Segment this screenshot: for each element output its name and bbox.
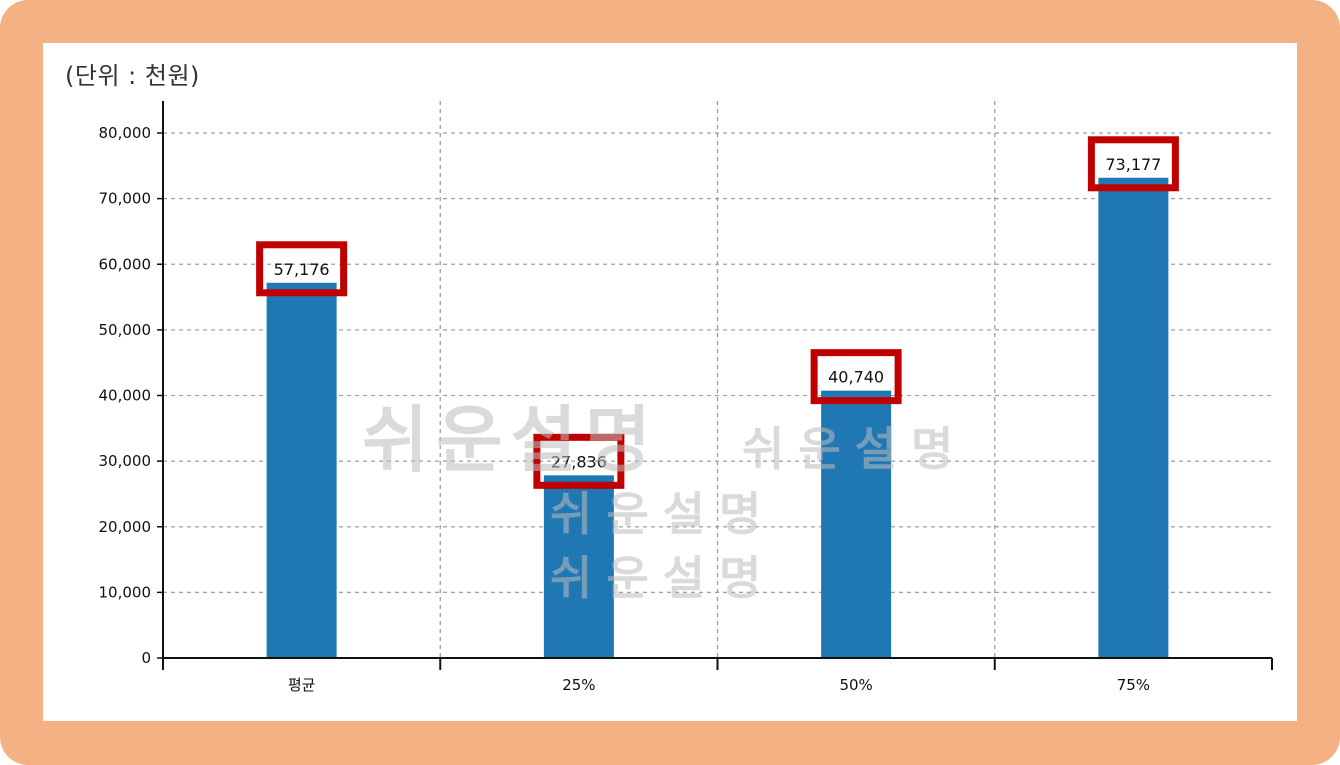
y-tick-label: 80,000 bbox=[99, 124, 152, 142]
highlight-box bbox=[533, 433, 625, 489]
data-label: 27,836 bbox=[551, 452, 607, 471]
bar bbox=[543, 475, 614, 658]
y-tick-label: 70,000 bbox=[99, 190, 152, 208]
x-tick-label: 25% bbox=[562, 676, 595, 694]
y-tick-label: 30,000 bbox=[99, 452, 152, 470]
watermark-small-2: 쉬운설명 bbox=[550, 487, 775, 541]
y-tick-label: 60,000 bbox=[99, 255, 152, 273]
data-label: 40,740 bbox=[828, 368, 884, 387]
highlight-box bbox=[810, 349, 902, 405]
y-tick-label: 0 bbox=[141, 649, 151, 667]
bar bbox=[1098, 177, 1169, 658]
highlight-box bbox=[256, 241, 348, 297]
x-tick-label: 50% bbox=[839, 676, 872, 694]
highlight-box bbox=[1087, 136, 1179, 192]
y-tick-label: 40,000 bbox=[99, 387, 152, 405]
unit-label: (단위 : 천원) bbox=[65, 62, 200, 90]
grid-lines bbox=[163, 101, 1272, 658]
data-label: 57,176 bbox=[274, 260, 330, 279]
watermark-small-1: 쉬운설명 bbox=[742, 422, 967, 476]
watermark-large: 쉬운설명 bbox=[362, 398, 659, 482]
bar bbox=[266, 282, 337, 658]
x-tick-label: 75% bbox=[1117, 676, 1150, 694]
y-tick-label: 50,000 bbox=[99, 321, 152, 339]
data-label: 73,177 bbox=[1105, 155, 1161, 174]
axes: 0 10,000 20,000 30,000 40,000 50,000 60,000 70,… bbox=[99, 101, 1273, 694]
y-tick-label: 20,000 bbox=[99, 518, 152, 536]
watermark-small-3: 쉬운설명 bbox=[550, 551, 775, 605]
bars bbox=[266, 177, 1169, 658]
y-tick-label: 10,000 bbox=[99, 583, 152, 601]
watermark: 쉬운설명 쉬운설명 쉬운설명 쉬운설명 bbox=[362, 398, 967, 605]
x-tick-label: 평균 bbox=[288, 676, 316, 694]
data-labels: 57,176 27,836 40,740 73,177 bbox=[256, 136, 1179, 489]
bar bbox=[821, 390, 892, 658]
